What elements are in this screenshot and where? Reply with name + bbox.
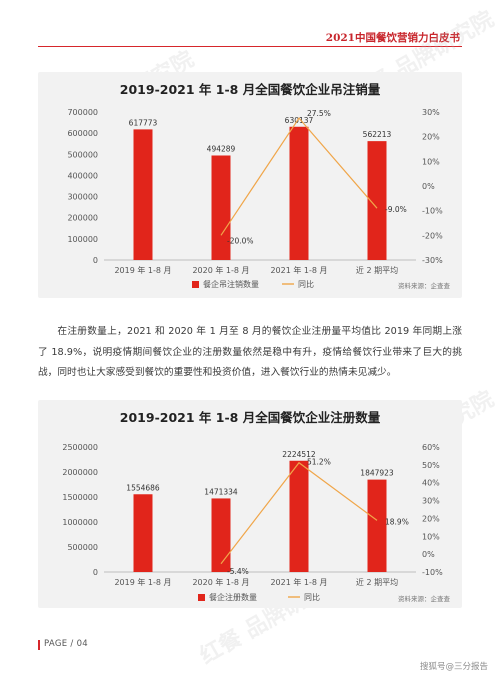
bar-data-label: 2224512 (282, 450, 316, 459)
legend-bar-swatch (198, 594, 205, 601)
bar-data-label: 562213 (363, 130, 392, 139)
bar-data-label: 617773 (129, 118, 158, 127)
legend-bar-swatch (192, 281, 199, 288)
bar (289, 126, 309, 261)
line-data-label: -20.0% (227, 236, 254, 245)
registration-chart-card: 2019-2021 年 1-8 月全国餐饮企业注册数量 2500000 200000… (38, 400, 462, 608)
footer-accent-bar (38, 640, 40, 650)
y-tick-label: 100000 (67, 235, 98, 244)
y2-tick-label: 40% (422, 479, 440, 488)
page-number: PAGE / 04 (44, 639, 88, 649)
y-tick-label: 200000 (67, 214, 98, 223)
bar-data-label: 1554686 (126, 483, 160, 492)
chart-source: 资料来源：企查查 (398, 594, 451, 603)
bar (211, 155, 231, 260)
legend-line-label: 同比 (298, 279, 314, 289)
bar (367, 479, 387, 572)
line-data-label: 27.5% (307, 109, 331, 118)
y-tick-label: 2500000 (62, 443, 98, 452)
y2-tick-label: 60% (422, 443, 440, 452)
y-tick-label: 0 (93, 568, 98, 577)
x-tick-label: 近 2 期平均 (356, 265, 398, 275)
registration-chart: 2019-2021 年 1-8 月全国餐饮企业注册数量 2500000 200000… (62, 410, 451, 603)
y-tick-label: 300000 (67, 193, 98, 202)
header-title: 2021中国餐饮营销力白皮书 (325, 32, 460, 44)
y2-tick-label: -10% (422, 207, 443, 216)
line-data-label: 18.9% (385, 517, 409, 526)
y2-tick-label: 0% (422, 182, 435, 191)
y2-tick-label: 30% (422, 108, 440, 117)
legend-bar-label: 餐企吊注销数量 (203, 279, 259, 289)
y-tick-label: 500000 (67, 543, 98, 552)
x-tick-label: 2019 年 1-8 月 (114, 265, 171, 275)
bar-data-label: 494289 (207, 144, 236, 153)
y2-tick-label: 30% (422, 497, 440, 506)
y2-tick-label: -10% (422, 568, 443, 577)
bar-data-label: 1847923 (360, 469, 394, 478)
bar (211, 498, 231, 572)
bar (289, 460, 309, 572)
y2-tick-label: 10% (422, 157, 440, 166)
y2-tick-label: 50% (422, 461, 440, 470)
x-tick-label: 2020 年 1-8 月 (192, 265, 249, 275)
line-data-label: -5.4% (227, 567, 249, 576)
yoy-line (220, 461, 378, 565)
bar (133, 129, 153, 260)
header-divider (38, 46, 462, 47)
line-data-label: -9.0% (385, 205, 407, 214)
y-tick-label: 0 (93, 256, 98, 265)
y-tick-label: 500000 (67, 150, 98, 159)
x-tick-label: 2021 年 1-8 月 (270, 577, 327, 587)
x-tick-label: 近 2 期平均 (356, 577, 398, 587)
body-paragraph: 在注册数量上，2021 和 2020 年 1 月至 8 月的餐饮企业注册量平均值… (38, 326, 462, 378)
bar-data-label: 1471334 (204, 487, 238, 496)
chart-source: 资料来源：企查查 (398, 281, 451, 290)
y2-tick-label: 20% (422, 514, 440, 523)
chart-title: 2019-2021 年 1-8 月全国餐饮企业吊注销量 (120, 82, 381, 97)
y-tick-label: 1000000 (62, 518, 98, 527)
y2-tick-label: 20% (422, 133, 440, 142)
y2-tick-label: -20% (422, 231, 443, 240)
y2-tick-label: 0% (422, 550, 435, 559)
x-tick-label: 2019 年 1-8 月 (114, 577, 171, 587)
y-tick-label: 700000 (67, 108, 98, 117)
x-tick-label: 2021 年 1-8 月 (270, 265, 327, 275)
y2-tick-label: 10% (422, 532, 440, 541)
legend-line-label: 同比 (304, 592, 320, 602)
yoy-line (220, 117, 378, 236)
bar (367, 141, 387, 260)
cancellation-chart: 2019-2021 年 1-8 月全国餐饮企业吊注销量 700000 600000 5… (67, 82, 451, 290)
cancellation-chart-card: 2019-2021 年 1-8 月全国餐饮企业吊注销量 700000 600000 5… (38, 72, 462, 298)
y-tick-label: 400000 (67, 171, 98, 180)
x-tick-label: 2020 年 1-8 月 (192, 577, 249, 587)
y-tick-label: 2000000 (62, 468, 98, 477)
y-tick-label: 600000 (67, 129, 98, 138)
line-data-label: 51.2% (307, 458, 331, 467)
footer-credit: 搜狐号@三分报告 (419, 662, 488, 672)
bar-data-label: 630137 (285, 116, 314, 125)
legend-bar-label: 餐企注册数量 (209, 592, 257, 602)
y-tick-label: 1500000 (62, 493, 98, 502)
y2-tick-label: -30% (422, 256, 443, 265)
chart-title: 2019-2021 年 1-8 月全国餐饮企业注册数量 (120, 410, 381, 425)
bar (133, 494, 153, 572)
